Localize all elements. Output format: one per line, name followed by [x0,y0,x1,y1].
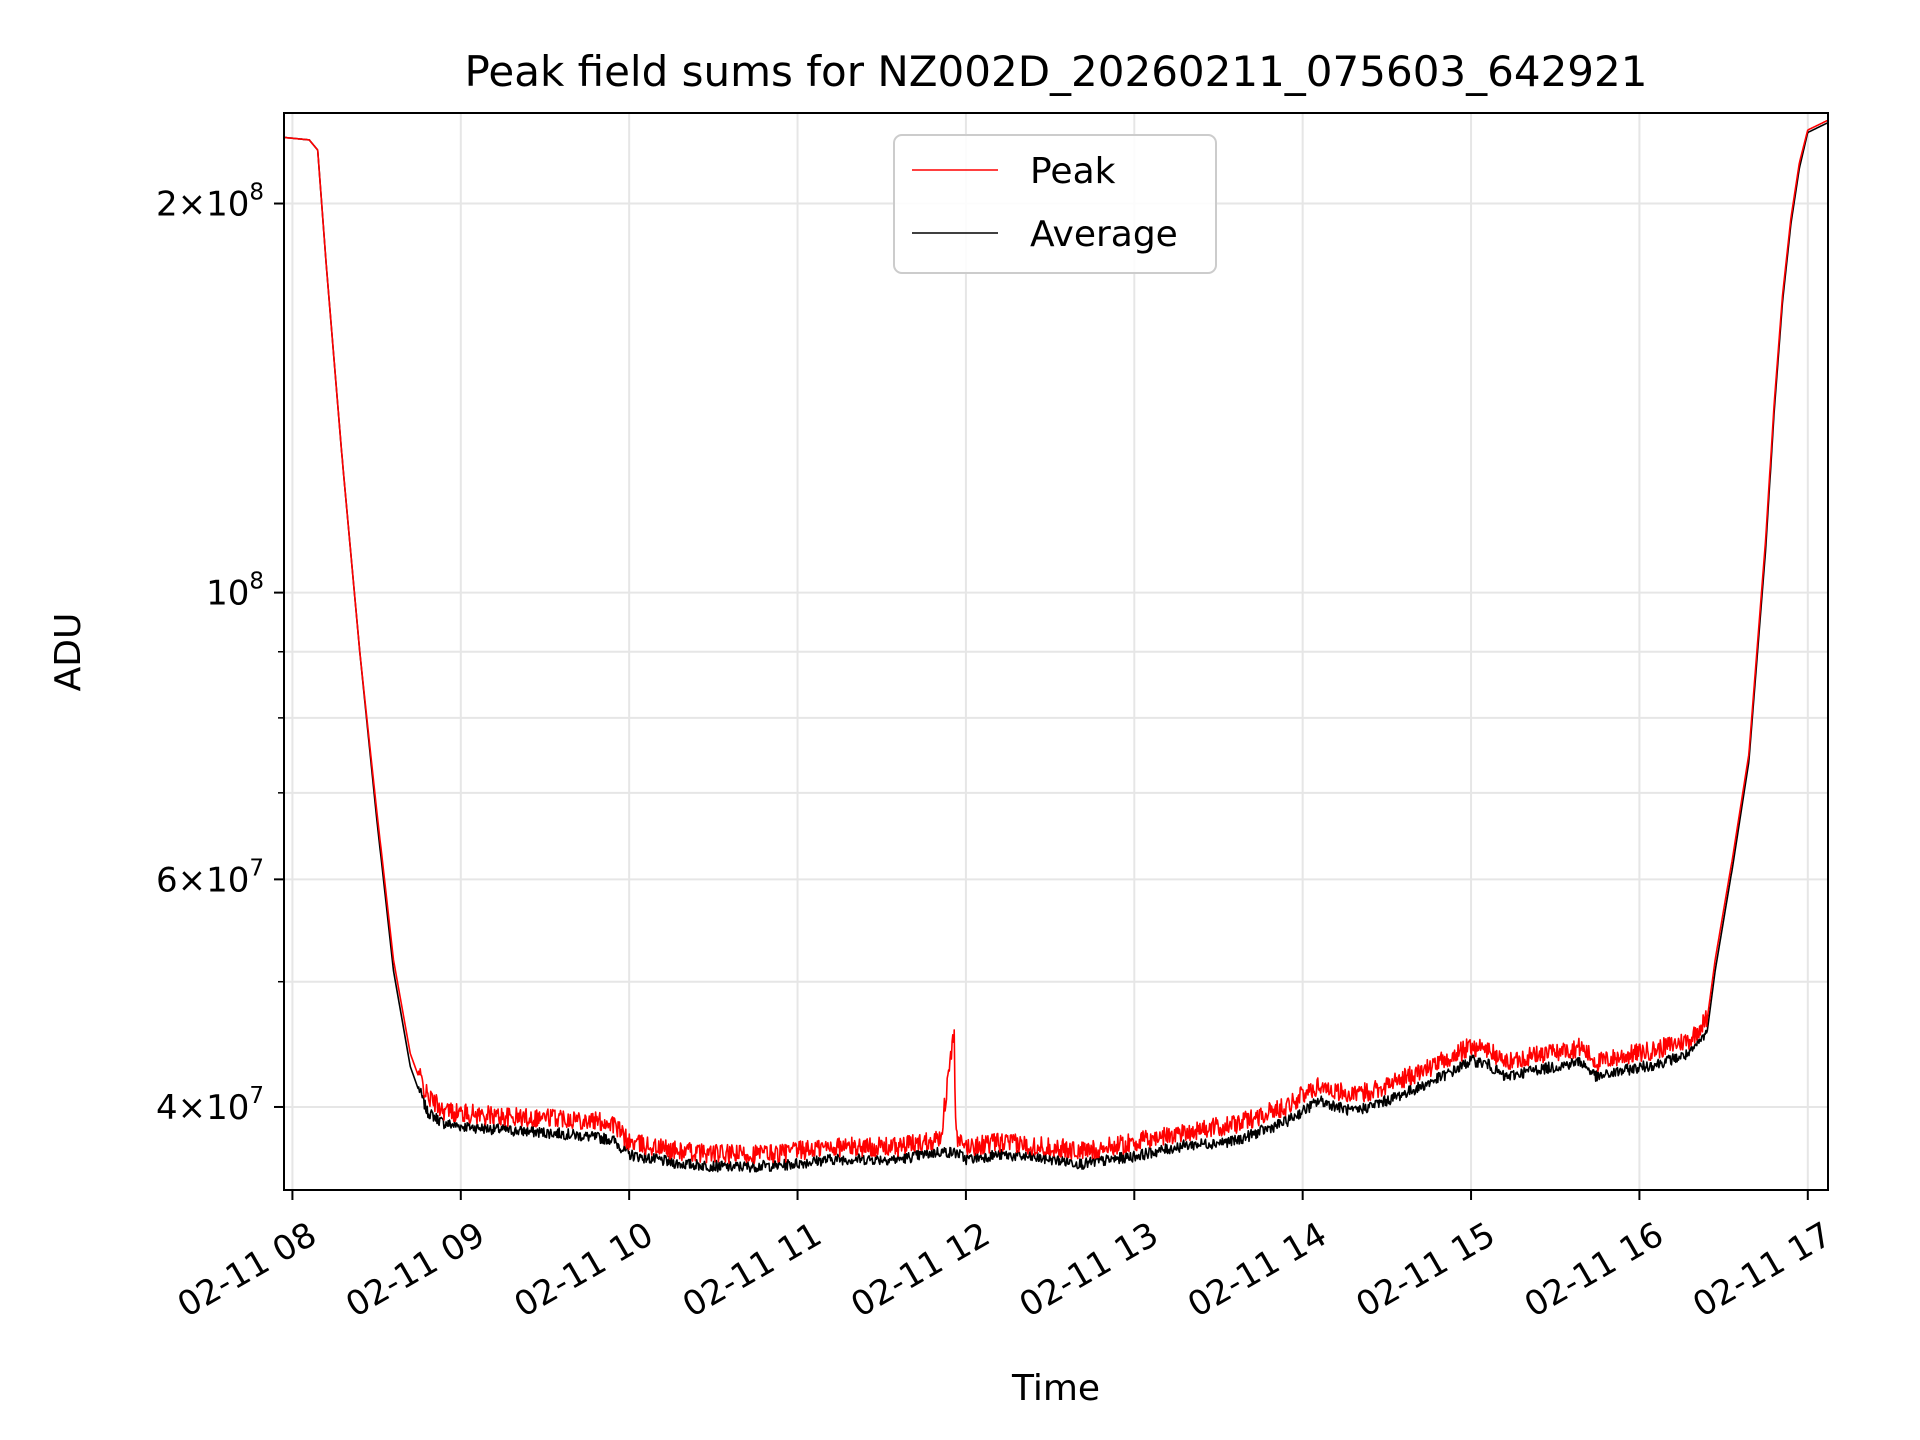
legend-label-peak: Peak [1030,151,1116,192]
legend: Peak Average [893,134,1217,274]
y-tick-label: 6×107 [156,855,264,900]
grid [284,113,1828,1190]
series-line-average [284,121,1828,1173]
series-layer [284,119,1828,1173]
y-tick-label: 2×108 [156,180,264,225]
y-axis-label: ADU [48,613,89,692]
series-line-peak [284,119,1828,1165]
chart-title: Peak field sums for NZ002D_20260211_0756… [465,47,1648,96]
y-tick-label: 4×107 [156,1083,264,1128]
x-axis-label: Time [1011,1368,1100,1409]
legend-label-average: Average [1030,214,1178,255]
